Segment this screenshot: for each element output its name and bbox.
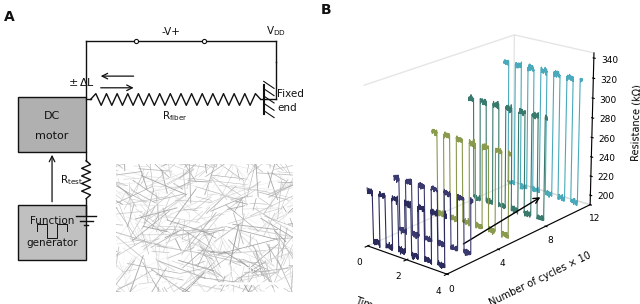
Text: Function: Function bbox=[30, 216, 74, 226]
Text: end: end bbox=[277, 103, 297, 113]
Text: R$_{\rm fiber}$: R$_{\rm fiber}$ bbox=[162, 110, 188, 123]
Y-axis label: Number of cycles × 10: Number of cycles × 10 bbox=[488, 250, 593, 304]
Text: $\pm\,\Delta$L: $\pm\,\Delta$L bbox=[68, 76, 95, 88]
Text: V$_{\rm DD}$: V$_{\rm DD}$ bbox=[266, 24, 285, 38]
Text: motor: motor bbox=[35, 131, 68, 141]
Text: DC: DC bbox=[44, 111, 60, 121]
Bar bbox=[18, 97, 86, 152]
Text: generator: generator bbox=[26, 238, 78, 248]
X-axis label: Time (s): Time (s) bbox=[354, 295, 395, 304]
Text: Fixed: Fixed bbox=[277, 89, 304, 98]
Text: A: A bbox=[4, 10, 15, 24]
Text: R$_{\rm test}$: R$_{\rm test}$ bbox=[60, 173, 83, 187]
Bar bbox=[18, 205, 86, 260]
Text: -V+: -V+ bbox=[161, 27, 180, 37]
Text: B: B bbox=[321, 3, 332, 17]
